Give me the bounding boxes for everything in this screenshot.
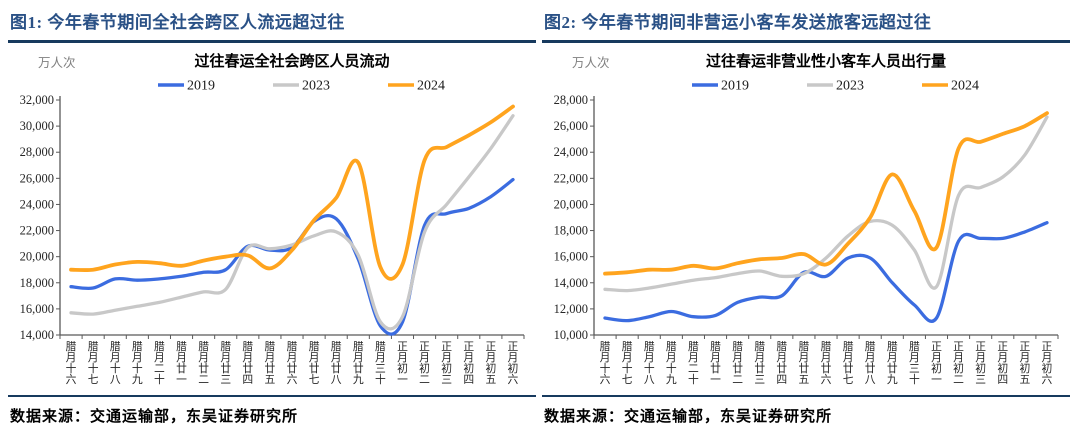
y-axis-tick-label: 20,000 <box>554 197 588 211</box>
x-axis-tick-label: 腊月三十 <box>909 340 920 386</box>
x-axis-tick-label: 腊月廿六 <box>821 340 832 386</box>
x-axis-tick-label: 正月初二 <box>419 341 430 386</box>
line-series-2024 <box>603 111 1049 276</box>
x-axis-tick-label: 腊月廿四 <box>242 340 253 386</box>
figure-2-title: 图2: 今年春节期间非营运小客车发送旅客远超过往 <box>544 13 932 32</box>
y-axis-tick-label: 14,000 <box>554 276 588 290</box>
y-axis-tick-label: 26,000 <box>20 171 54 185</box>
x-axis-tick-label: 腊月十九 <box>666 340 677 386</box>
title-divider <box>542 40 1070 43</box>
legend-item-2023: 2023 <box>807 79 864 94</box>
x-axis-tick-label: 正月初四 <box>997 341 1008 386</box>
line-series-2023 <box>69 114 515 331</box>
legend-item-2024: 2024 <box>388 79 445 94</box>
y-axis-unit-label: 万人次 <box>572 56 610 70</box>
x-axis-tick-label: 腊月廿三 <box>220 340 231 386</box>
y-axis-tick-label: 30,000 <box>20 119 54 133</box>
legend-label-2023: 2023 <box>836 79 864 94</box>
chart-figure-2: 过往春运非营业性小客车人员出行量 万人次 2019 2023 2024 28,000 26,… <box>554 52 1059 386</box>
y-axis-tick-label: 20,000 <box>20 250 54 264</box>
x-axis-tick-label: 腊月廿七 <box>309 340 320 386</box>
x-axis-tick-label: 腊月廿一 <box>710 340 721 386</box>
legend-item-2023: 2023 <box>273 79 330 94</box>
x-axis-tick-label: 腊月廿三 <box>754 340 765 386</box>
x-axis-tick-label: 腊月十六 <box>600 340 611 386</box>
y-axis-tick-label: 22,000 <box>554 171 588 185</box>
x-axis-tick-label: 正月初四 <box>463 341 474 386</box>
source-divider <box>542 395 1070 397</box>
figure-panel-2: 图2: 今年春节期间非营运小客车发送旅客远超过往 过往春运非营业性小客车人员出行… <box>542 2 1070 426</box>
x-axis-tick-label: 腊月廿九 <box>353 340 364 386</box>
line-series-2023 <box>603 115 1049 293</box>
x-axis-tick-label: 正月初三 <box>441 341 452 386</box>
x-axis-tick-label: 腊月廿八 <box>865 340 876 386</box>
chart-figure-1: 过往春运全社会跨区人员流动 万人次 2019 2023 2024 32,000 30,000… <box>20 52 525 386</box>
y-axis-tick-label: 16,000 <box>20 302 54 316</box>
chart-1-area: 过往春运全社会跨区人员流动 万人次 2019 2023 2024 32,000 30,000… <box>8 43 536 395</box>
source-divider <box>8 395 536 397</box>
x-axis-tick-label: 正月初二 <box>953 341 964 386</box>
legend-item-2024: 2024 <box>922 79 979 94</box>
y-axis-unit-label: 万人次 <box>38 56 76 70</box>
x-axis-tick-label: 腊月十八 <box>110 340 121 386</box>
y-axis-tick-label: 16,000 <box>554 250 588 264</box>
line-series-2019 <box>603 221 1049 323</box>
x-axis-tick-label: 腊月廿五 <box>265 340 276 386</box>
legend-label-2019: 2019 <box>721 79 749 94</box>
x-axis-tick-label: 腊月廿二 <box>732 340 743 386</box>
y-axis-tick-label: 26,000 <box>554 119 588 133</box>
y-axis-tick-label: 10,000 <box>554 328 588 342</box>
x-axis-tick-label: 腊月十六 <box>66 340 77 386</box>
y-axis-tick-label: 18,000 <box>554 224 588 238</box>
y-axis-tick-label: 14,000 <box>20 328 54 342</box>
x-axis-tick-label: 正月初一 <box>931 341 942 386</box>
legend-item-2019: 2019 <box>692 79 749 94</box>
y-axis-tick-label: 12,000 <box>554 302 588 316</box>
x-axis-tick-label: 腊月廿九 <box>887 340 898 386</box>
figure-panel-1: 图1: 今年春节期间全社会跨区人流远超过往 过往春运全社会跨区人员流动 万人次 20… <box>8 2 536 426</box>
legend-label-2024: 2024 <box>417 79 445 94</box>
x-axis-tick-label: 腊月二十 <box>154 340 165 386</box>
x-axis-tick-label: 正月初三 <box>975 341 986 386</box>
y-axis-tick-label: 28,000 <box>20 145 54 159</box>
x-axis-tick-label: 正月初六 <box>1042 341 1053 386</box>
x-axis-tick-label: 腊月三十 <box>375 340 386 386</box>
x-axis-tick-label: 正月初五 <box>485 341 496 386</box>
chart-2-area: 过往春运非营业性小客车人员出行量 万人次 2019 2023 2024 28,000 26,… <box>542 43 1070 395</box>
x-axis-tick-label: 腊月十七 <box>622 340 633 386</box>
y-axis-tick-label: 28,000 <box>554 93 588 107</box>
x-axis-tick-label: 腊月廿五 <box>799 340 810 386</box>
figure-1-title: 图1: 今年春节期间全社会跨区人流远超过往 <box>10 13 345 32</box>
legend-label-2023: 2023 <box>302 79 330 94</box>
y-axis-tick-label: 32,000 <box>20 93 54 107</box>
y-axis-tick-label: 18,000 <box>20 276 54 290</box>
x-axis-tick-label: 腊月二十 <box>688 340 699 386</box>
x-axis-tick-label: 腊月廿一 <box>176 340 187 386</box>
report-figures-row: 图1: 今年春节期间全社会跨区人流远超过往 过往春运全社会跨区人员流动 万人次 20… <box>8 2 1070 426</box>
y-axis-tick-label: 22,000 <box>20 224 54 238</box>
chart-title: 过往春运全社会跨区人员流动 <box>194 52 389 70</box>
x-axis-tick-label: 正月初五 <box>1019 341 1030 386</box>
legend-label-2019: 2019 <box>187 79 215 94</box>
line-series-2024 <box>69 104 515 281</box>
data-source: 数据来源：交通运输部，东吴证券研究所 <box>10 408 299 425</box>
x-axis-tick-label: 腊月廿四 <box>776 340 787 386</box>
x-axis-tick-label: 腊月廿八 <box>331 340 342 386</box>
x-axis-tick-label: 腊月廿六 <box>287 340 298 386</box>
title-divider <box>8 40 536 43</box>
x-axis-tick-label: 腊月十七 <box>88 340 99 386</box>
data-source: 数据来源：交通运输部，东吴证券研究所 <box>544 408 833 425</box>
legend-label-2024: 2024 <box>951 79 979 94</box>
x-axis-tick-label: 腊月廿七 <box>843 340 854 386</box>
chart-title: 过往春运非营业性小客车人员出行量 <box>706 52 946 70</box>
x-axis-tick-label: 腊月十九 <box>132 340 143 386</box>
legend-item-2019: 2019 <box>158 79 215 94</box>
x-axis-tick-label: 正月初一 <box>397 341 408 386</box>
x-axis-tick-label: 正月初六 <box>508 341 519 386</box>
x-axis-tick-label: 腊月十八 <box>644 340 655 386</box>
y-axis-tick-label: 24,000 <box>554 145 588 159</box>
y-axis-tick-label: 24,000 <box>20 197 54 211</box>
x-axis-tick-label: 腊月廿二 <box>198 340 209 386</box>
